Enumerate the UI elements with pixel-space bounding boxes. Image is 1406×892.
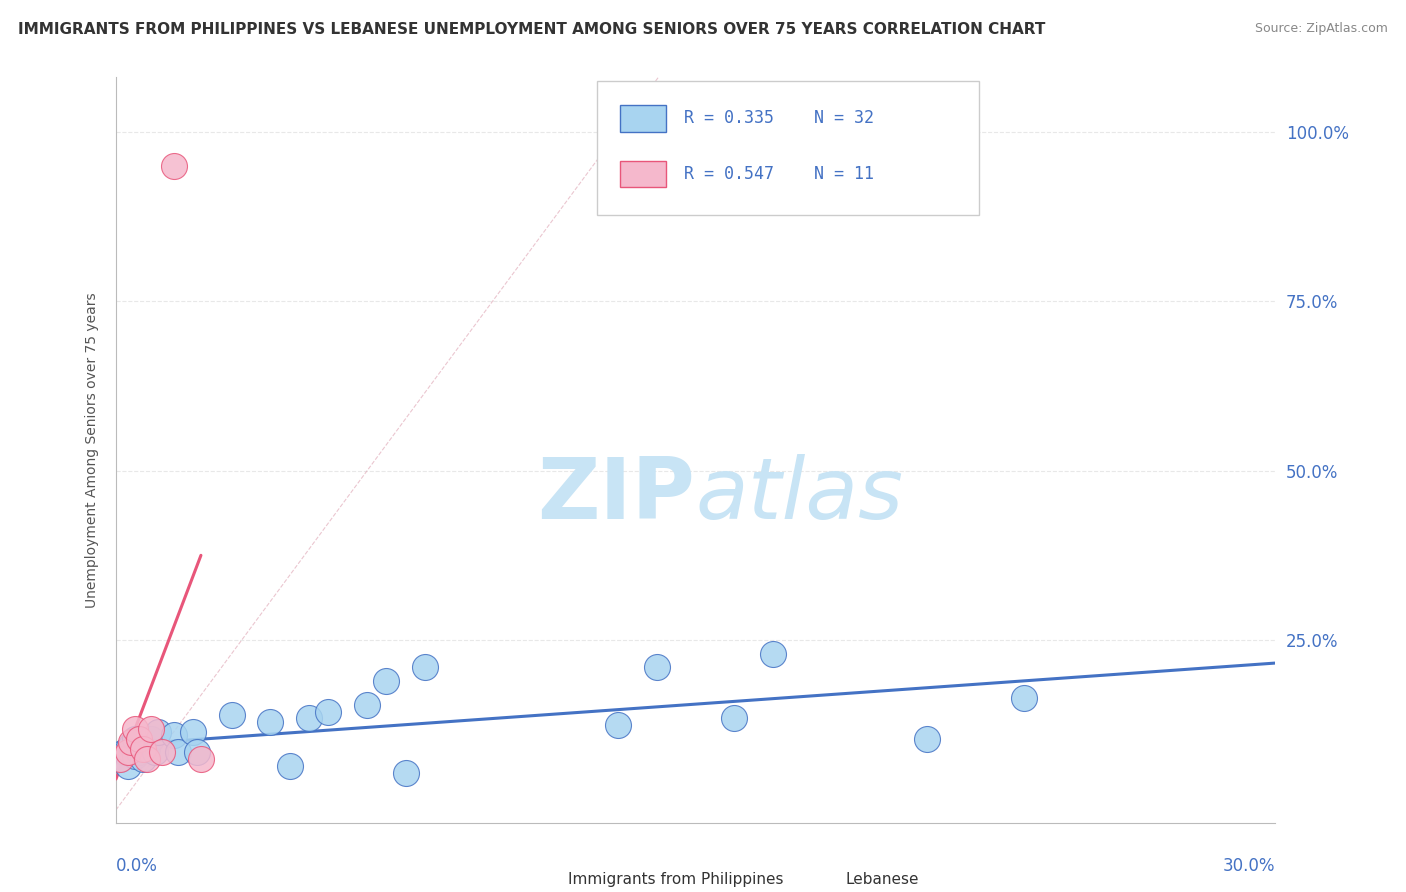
Text: atlas: atlas (696, 454, 903, 537)
Point (1012, 691, 1035, 706)
Point (221, 708, 243, 723)
Point (108, 752, 131, 766)
Point (723, 711, 745, 725)
FancyBboxPatch shape (620, 105, 666, 131)
Point (163, 728, 186, 742)
Point (915, 731, 938, 746)
Point (298, 711, 321, 725)
Point (761, 647, 783, 661)
Point (259, 714, 281, 729)
Point (645, 660, 668, 674)
Point (413, 660, 436, 674)
Text: R = 0.335    N = 32: R = 0.335 N = 32 (683, 110, 873, 128)
Point (278, 759, 301, 773)
Point (375, 674, 398, 689)
Text: 0.0%: 0.0% (115, 857, 157, 875)
Point (148, 725, 170, 739)
Point (395, 765, 418, 780)
Text: Source: ZipAtlas.com: Source: ZipAtlas.com (1254, 22, 1388, 36)
Point (163, 159, 186, 173)
Point (128, 731, 150, 746)
Point (117, 745, 139, 759)
FancyBboxPatch shape (620, 161, 666, 187)
Point (139, 731, 162, 746)
Point (607, 718, 630, 732)
Point (128, 745, 150, 759)
Text: Immigrants from Philippines: Immigrants from Philippines (568, 872, 783, 887)
Point (120, 735, 142, 749)
Text: Lebanese: Lebanese (846, 872, 920, 887)
Point (108, 752, 131, 766)
Point (132, 752, 155, 766)
Point (117, 742, 139, 756)
FancyBboxPatch shape (522, 872, 557, 892)
Point (135, 742, 157, 756)
Point (150, 745, 173, 759)
Point (124, 748, 146, 763)
Point (190, 752, 212, 766)
Point (166, 745, 188, 759)
Point (181, 725, 204, 739)
Point (132, 742, 155, 756)
Text: 30.0%: 30.0% (1222, 857, 1275, 875)
Point (186, 745, 208, 759)
FancyBboxPatch shape (800, 872, 834, 892)
Point (120, 739, 142, 753)
Text: R = 0.547    N = 11: R = 0.547 N = 11 (683, 165, 873, 184)
Point (124, 731, 146, 746)
Point (112, 745, 135, 759)
Point (139, 722, 162, 736)
Point (356, 698, 378, 712)
Point (318, 705, 340, 719)
Point (135, 752, 157, 766)
Point (143, 745, 166, 759)
FancyBboxPatch shape (596, 81, 979, 216)
Text: ZIP: ZIP (537, 454, 696, 537)
Point (124, 722, 146, 736)
Point (117, 759, 139, 773)
Y-axis label: Unemployment Among Seniors over 75 years: Unemployment Among Seniors over 75 years (86, 293, 100, 608)
Text: IMMIGRANTS FROM PHILIPPINES VS LEBANESE UNEMPLOYMENT AMONG SENIORS OVER 75 YEARS: IMMIGRANTS FROM PHILIPPINES VS LEBANESE … (18, 22, 1046, 37)
